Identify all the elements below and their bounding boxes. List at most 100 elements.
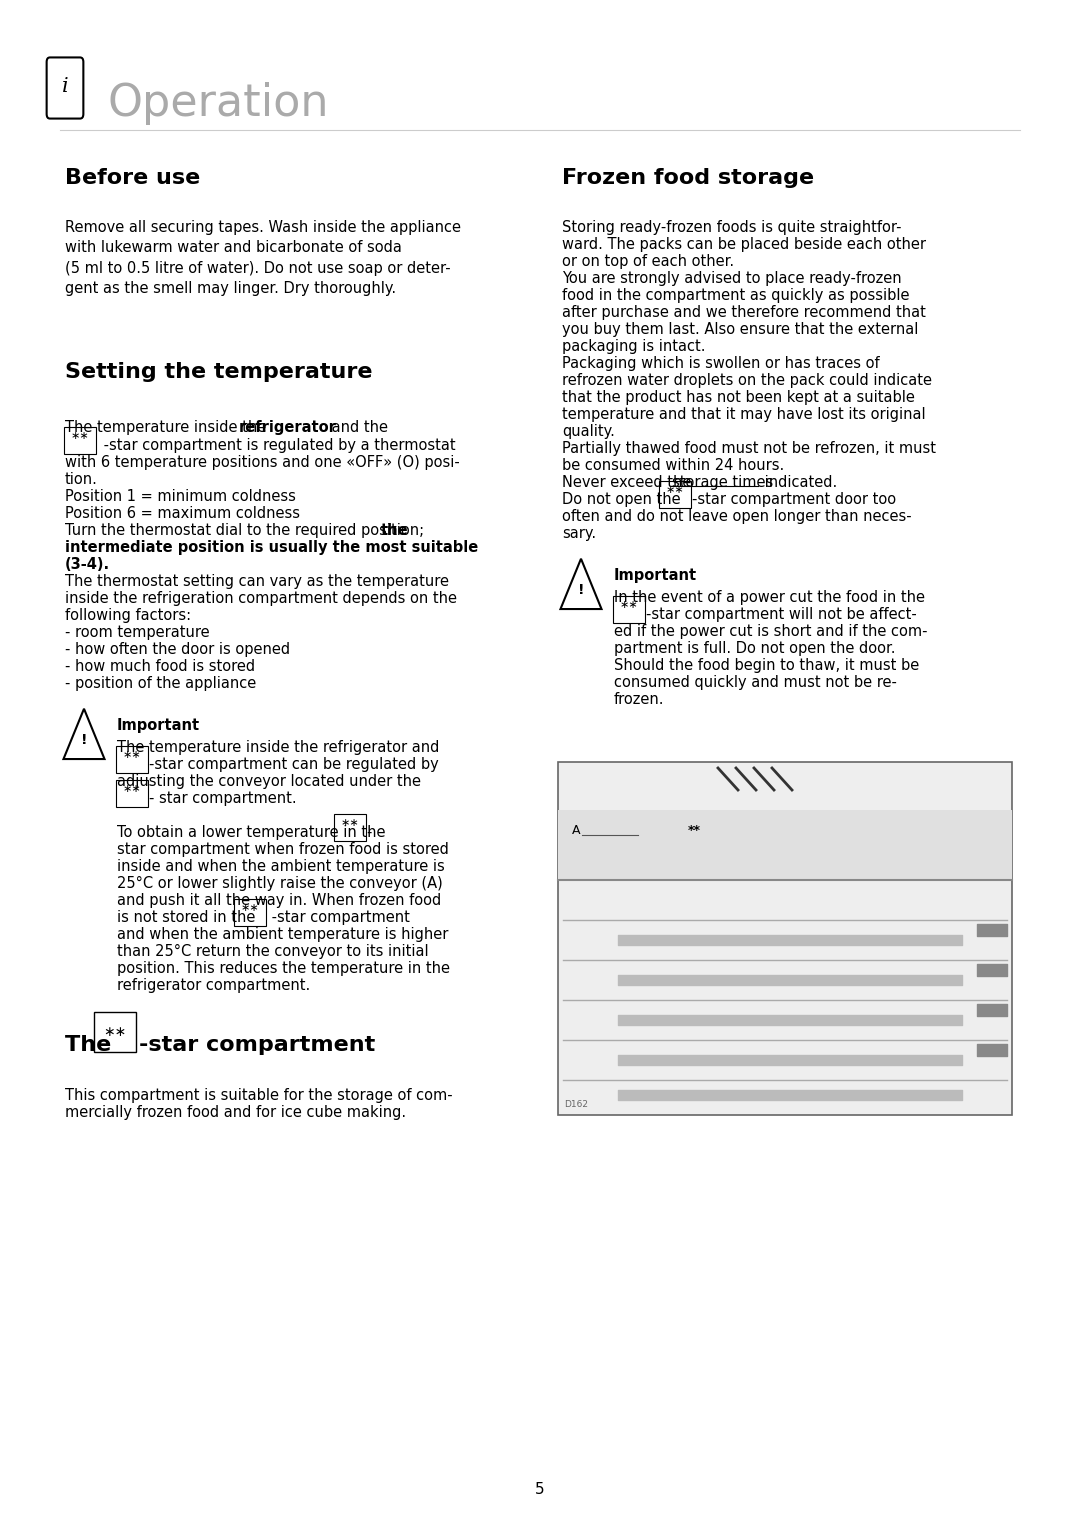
Text: ∗∗: ∗∗ [241,903,259,914]
Text: and when the ambient temperature is higher: and when the ambient temperature is high… [117,927,448,941]
Text: indicated.: indicated. [760,475,837,490]
Text: **: ** [688,824,701,836]
Text: you buy them last. Also ensure that the external: you buy them last. Also ensure that the … [562,322,918,338]
Text: - position of the appliance: - position of the appliance [65,675,256,691]
Text: -: - [366,825,372,840]
Text: often and do not leave open longer than neces-: often and do not leave open longer than … [562,509,912,524]
Text: than 25°C return the conveyor to its initial: than 25°C return the conveyor to its ini… [117,944,429,960]
Text: consumed quickly and must not be re-: consumed quickly and must not be re- [615,675,896,691]
Text: - star compartment.: - star compartment. [149,792,297,805]
Text: To obtain a lower temperature in the: To obtain a lower temperature in the [117,825,390,840]
Text: Operation: Operation [108,83,329,125]
FancyBboxPatch shape [46,58,83,119]
Text: Position 1 = minimum coldness: Position 1 = minimum coldness [65,489,296,504]
Text: that the product has not been kept at a suitable: that the product has not been kept at a … [562,390,915,405]
Text: The: The [65,1034,119,1054]
Text: refrozen water droplets on the pack could indicate: refrozen water droplets on the pack coul… [562,373,932,388]
Text: with 6 temperature positions and one «OFF» (O) posi-: with 6 temperature positions and one «OF… [65,455,460,471]
Text: ∗∗: ∗∗ [123,750,141,761]
Text: after purchase and we therefore recommend that: after purchase and we therefore recommen… [562,306,926,319]
Text: Never exceed the: Never exceed the [562,475,696,490]
Text: Do not open the: Do not open the [562,492,685,507]
Text: -star compartment will not be affect-: -star compartment will not be affect- [646,607,917,622]
Text: Frozen food storage: Frozen food storage [562,168,814,188]
Text: -star compartment: -star compartment [267,911,410,924]
FancyBboxPatch shape [64,426,96,454]
Text: be consumed within 24 hours.: be consumed within 24 hours. [562,458,784,474]
Text: ∗∗: ∗∗ [665,486,685,495]
Text: refrigerator compartment.: refrigerator compartment. [117,978,310,993]
Text: sary.: sary. [562,526,596,541]
Text: ∗∗: ∗∗ [70,431,90,442]
Text: and push it all the way in. When frozen food: and push it all the way in. When frozen … [117,892,442,908]
Text: position. This reduces the temperature in the: position. This reduces the temperature i… [117,961,450,976]
Text: ∗∗: ∗∗ [340,819,360,828]
Text: adjusting the conveyor located under the: adjusting the conveyor located under the [117,775,421,788]
FancyBboxPatch shape [558,810,1012,880]
Text: 5: 5 [536,1482,544,1497]
Text: -star compartment: -star compartment [139,1034,375,1054]
Text: (3-4).: (3-4). [65,558,110,571]
FancyBboxPatch shape [234,898,266,926]
Text: frozen.: frozen. [615,692,664,707]
Text: !: ! [81,733,87,747]
Text: is not stored in the: is not stored in the [117,911,260,924]
Text: - how much food is stored: - how much food is stored [65,659,255,674]
Text: storage times: storage times [672,475,773,490]
Text: packaging is intact.: packaging is intact. [562,339,705,354]
Text: quality.: quality. [562,423,615,439]
Text: !: ! [578,584,584,597]
Text: Should the food begin to thaw, it must be: Should the food begin to thaw, it must b… [615,659,919,672]
Text: ∗∗: ∗∗ [123,784,141,795]
Text: ∗∗: ∗∗ [104,1025,126,1039]
Text: i: i [62,76,68,96]
Text: -star compartment door too: -star compartment door too [692,492,896,507]
Text: This compartment is suitable for the storage of com-: This compartment is suitable for the sto… [65,1088,453,1103]
Text: ward. The packs can be placed beside each other: ward. The packs can be placed beside eac… [562,237,926,252]
Polygon shape [561,559,602,610]
Text: D162: D162 [564,1100,588,1109]
Text: -star compartment is regulated by a thermostat: -star compartment is regulated by a ther… [99,439,456,452]
Text: The temperature inside the refrigerator and: The temperature inside the refrigerator … [117,740,440,755]
Polygon shape [64,709,105,759]
Text: food in the compartment as quickly as possible: food in the compartment as quickly as po… [562,287,909,303]
Text: and the: and the [327,420,388,435]
Text: refrigerator: refrigerator [239,420,337,435]
Text: Storing ready-frozen foods is quite straightfor-: Storing ready-frozen foods is quite stra… [562,220,902,235]
Text: - room temperature: - room temperature [65,625,210,640]
Text: inside and when the ambient temperature is: inside and when the ambient temperature … [117,859,445,874]
Text: Important: Important [117,718,200,733]
Text: Position 6 = maximum coldness: Position 6 = maximum coldness [65,506,300,521]
FancyBboxPatch shape [613,596,645,623]
Text: Setting the temperature: Setting the temperature [65,362,373,382]
Text: mercially frozen food and for ice cube making.: mercially frozen food and for ice cube m… [65,1105,406,1120]
Text: ∗∗: ∗∗ [620,601,638,611]
FancyBboxPatch shape [116,779,148,807]
FancyBboxPatch shape [334,814,366,842]
Text: the: the [381,523,408,538]
FancyBboxPatch shape [94,1012,136,1051]
Text: -star compartment can be regulated by: -star compartment can be regulated by [149,756,438,772]
Text: Important: Important [615,568,697,584]
FancyBboxPatch shape [659,481,691,509]
FancyBboxPatch shape [116,746,148,773]
Text: temperature and that it may have lost its original: temperature and that it may have lost it… [562,406,926,422]
Text: tion.: tion. [65,472,98,487]
Text: Remove all securing tapes. Wash inside the appliance
with lukewarm water and bic: Remove all securing tapes. Wash inside t… [65,220,461,296]
Text: following factors:: following factors: [65,608,191,623]
Text: inside the refrigeration compartment depends on the: inside the refrigeration compartment dep… [65,591,457,607]
Text: partment is full. Do not open the door.: partment is full. Do not open the door. [615,642,895,656]
Text: Partially thawed food must not be refrozen, it must: Partially thawed food must not be refroz… [562,442,936,455]
Text: In the event of a power cut the food in the: In the event of a power cut the food in … [615,590,924,605]
Text: star compartment when frozen food is stored: star compartment when frozen food is sto… [117,842,449,857]
Text: The thermostat setting can vary as the temperature: The thermostat setting can vary as the t… [65,575,449,588]
Text: Before use: Before use [65,168,200,188]
Text: 25°C or lower slightly raise the conveyor (A): 25°C or lower slightly raise the conveyo… [117,876,443,891]
Text: - how often the door is opened: - how often the door is opened [65,642,291,657]
Text: Packaging which is swollen or has traces of: Packaging which is swollen or has traces… [562,356,879,371]
Text: You are strongly advised to place ready-frozen: You are strongly advised to place ready-… [562,270,902,286]
FancyBboxPatch shape [558,762,1012,1115]
Text: Turn the thermostat dial to the required position;: Turn the thermostat dial to the required… [65,523,429,538]
Text: or on top of each other.: or on top of each other. [562,254,734,269]
Text: intermediate position is usually the most suitable: intermediate position is usually the mos… [65,539,478,555]
